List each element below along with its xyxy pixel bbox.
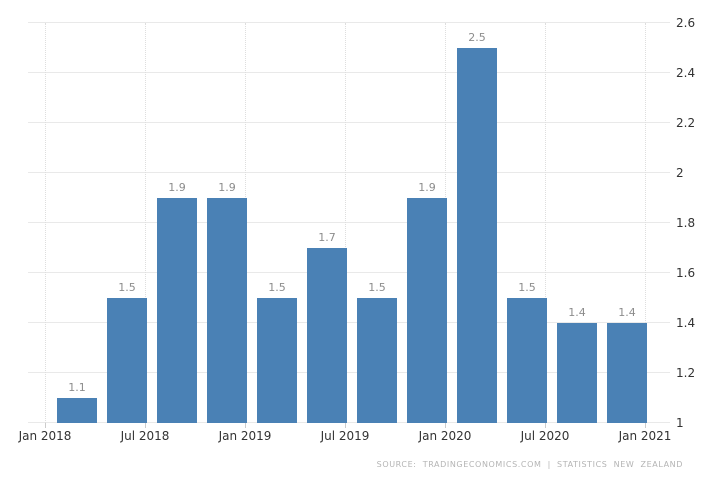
x-tick-label: Jan 2020: [418, 429, 472, 443]
h-gridline: [28, 272, 670, 273]
source-attribution: SOURCE: TRADINGECONOMICS.COM | STATISTIC…: [376, 460, 683, 469]
bar-value-label: 1.4: [568, 306, 586, 319]
y-tick-label: 1.4: [676, 316, 696, 330]
h-gridline: [28, 72, 670, 73]
y-tick-label: 1: [676, 416, 684, 430]
h-gridline: [28, 222, 670, 223]
y-tick-label: 1.2: [676, 366, 696, 380]
x-tick-mark: [545, 423, 546, 428]
bar-value-label: 1.5: [118, 281, 136, 294]
bar-value-label: 2.5: [468, 31, 486, 44]
x-tick-label: Jul 2020: [520, 429, 570, 443]
y-tick-label: 1.6: [676, 266, 696, 280]
h-gridline: [28, 172, 670, 173]
x-tick-label: Jan 2021: [618, 429, 672, 443]
x-tick-mark: [145, 423, 146, 428]
bar[interactable]: [557, 323, 597, 423]
bar[interactable]: [107, 298, 147, 423]
bar-value-label: 1.7: [318, 231, 336, 244]
x-tick-mark: [245, 423, 246, 428]
v-gridline: [145, 23, 146, 423]
h-gridline: [28, 22, 670, 23]
bar-value-label: 1.9: [168, 181, 186, 194]
y-tick-label: 1.8: [676, 216, 696, 230]
x-tick-mark: [645, 423, 646, 428]
bar-value-label: 1.9: [218, 181, 236, 194]
bar-value-label: 1.5: [518, 281, 536, 294]
bar[interactable]: [357, 298, 397, 423]
h-gridline: [28, 122, 670, 123]
y-tick-label: 2: [676, 166, 684, 180]
plot-area[interactable]: 1.1 1.5 1.9 1.9 1.5 1.7 1.5 1.9 2.5 1.5 1.4 1.4: [28, 22, 670, 428]
x-tick-label: Jan 2018: [18, 429, 72, 443]
bar-value-label: 1.9: [418, 181, 436, 194]
x-tick-label: Jan 2019: [218, 429, 272, 443]
v-gridline: [45, 23, 46, 423]
h-gridline: [28, 372, 670, 373]
bar[interactable]: [257, 298, 297, 423]
x-tick-label: Jul 2019: [320, 429, 370, 443]
v-gridline: [645, 23, 646, 423]
h-gridline: [28, 422, 670, 423]
bar[interactable]: [507, 298, 547, 423]
x-tick-label: Jul 2018: [120, 429, 170, 443]
v-gridline: [545, 23, 546, 423]
bar[interactable]: [157, 198, 197, 423]
bar-value-label: 1.4: [618, 306, 636, 319]
bar-value-label: 1.5: [268, 281, 286, 294]
v-gridline: [345, 23, 346, 423]
h-gridline: [28, 322, 670, 323]
bar[interactable]: [457, 48, 497, 423]
y-tick-label: 2.6: [676, 16, 696, 30]
y-tick-label: 2.2: [676, 116, 696, 130]
x-tick-mark: [345, 423, 346, 428]
bar[interactable]: [307, 248, 347, 423]
bar[interactable]: [607, 323, 647, 423]
x-tick-mark: [45, 423, 46, 428]
bar-value-label: 1.5: [368, 281, 386, 294]
bar[interactable]: [57, 398, 97, 423]
x-tick-mark: [445, 423, 446, 428]
bar-value-label: 1.1: [68, 381, 86, 394]
y-tick-label: 2.4: [676, 66, 696, 80]
bar[interactable]: [207, 198, 247, 423]
bar[interactable]: [407, 198, 447, 423]
